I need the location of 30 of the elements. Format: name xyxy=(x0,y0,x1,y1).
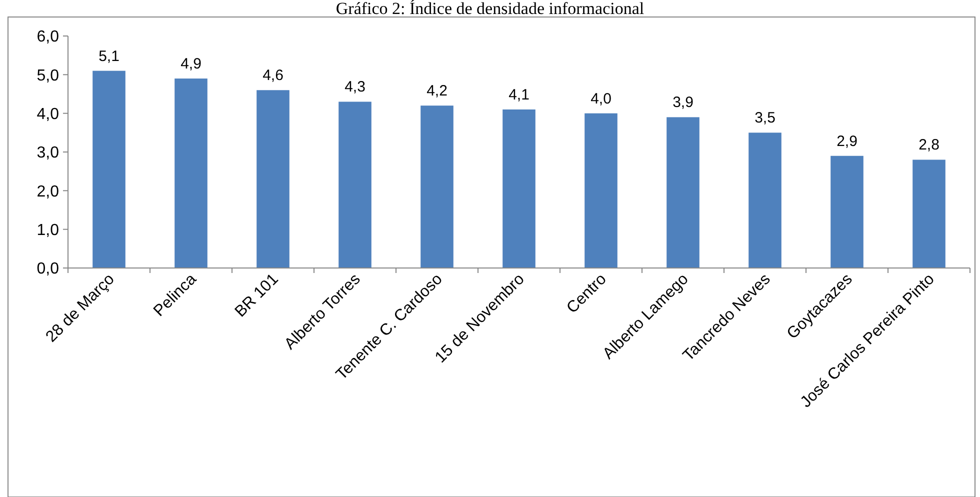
x-tick-label: BR 101 xyxy=(232,270,282,321)
data-label: 4,0 xyxy=(590,90,612,108)
y-tick-label: 3,0 xyxy=(36,144,60,162)
data-label: 3,5 xyxy=(754,110,776,127)
bar xyxy=(912,160,946,268)
bar xyxy=(748,132,782,268)
bar xyxy=(174,78,208,268)
data-label: 5,1 xyxy=(98,48,120,65)
bar xyxy=(666,117,700,268)
bar xyxy=(830,156,864,268)
data-label: 2,9 xyxy=(836,132,858,150)
data-label: 4,6 xyxy=(262,67,284,84)
data-label: 4,2 xyxy=(426,82,448,100)
data-label: 3,9 xyxy=(672,94,694,112)
data-label: 4,9 xyxy=(180,56,202,73)
bar xyxy=(584,113,618,268)
bar xyxy=(256,90,290,268)
bar xyxy=(420,106,454,268)
data-label: 4,1 xyxy=(508,86,530,104)
y-tick-label: 5,0 xyxy=(36,67,60,84)
y-tick-label: 1,0 xyxy=(36,222,60,239)
data-label: 2,8 xyxy=(918,136,940,154)
y-tick-label: 2,0 xyxy=(36,183,60,200)
data-label: 4,3 xyxy=(344,78,366,96)
y-tick-label: 6,0 xyxy=(36,28,60,46)
y-tick-label: 4,0 xyxy=(36,106,60,123)
bar xyxy=(92,70,126,268)
bar xyxy=(338,102,372,268)
y-tick-label: 0,0 xyxy=(36,260,60,278)
bar xyxy=(502,109,536,268)
